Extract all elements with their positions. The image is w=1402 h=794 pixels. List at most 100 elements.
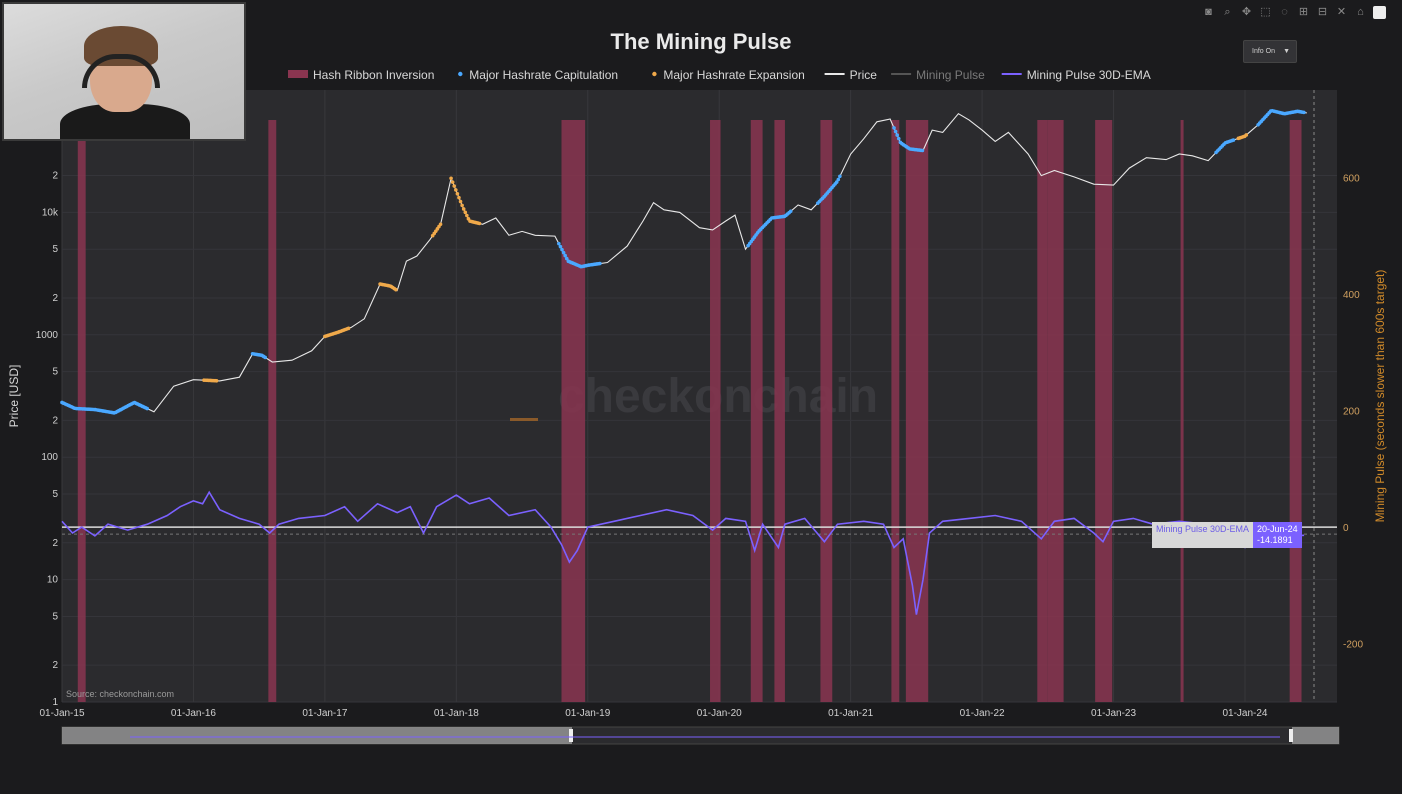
y-left-axis-title: Price [USD]: [7, 365, 21, 428]
legend-item[interactable]: Major Hashrate Expansion: [652, 68, 805, 82]
marker-point: [564, 256, 569, 261]
hash-ribbon-bar: [1289, 120, 1302, 702]
marker-point: [560, 247, 564, 252]
info-toggle-label: Info On: [1252, 48, 1275, 55]
series-major-hashrate-capitulation: [60, 108, 1306, 415]
legend-artifact: [510, 418, 538, 421]
chart-title: The Mining Pulse: [611, 29, 792, 54]
legend-label: Major Hashrate Capitulation: [469, 68, 618, 82]
hash-ribbon-bar: [1047, 120, 1064, 702]
marker-point: [920, 148, 925, 153]
webcam-overlay: [2, 2, 246, 141]
marker-point: [454, 188, 458, 192]
legend-label: Price: [850, 68, 878, 82]
y-left-tick-label: 1000: [36, 330, 59, 341]
legend-item[interactable]: Mining Pulse: [891, 68, 985, 82]
marker-point: [460, 203, 464, 208]
marker-point: [455, 191, 460, 196]
autoscale-icon[interactable]: ✕: [1336, 6, 1347, 18]
hover-label-value: 20-Jun-24 -14.1891: [1253, 522, 1302, 548]
x-tick-label: 01-Jan-16: [171, 708, 216, 719]
camera-icon[interactable]: ◙: [1205, 6, 1212, 18]
x-axis: 01-Jan-15 01-Jan-16 01-Jan-17 01-Jan-18 01-J…: [39, 708, 1267, 719]
range-slider-mask-left: [62, 727, 572, 744]
home-icon[interactable]: ⌂: [1357, 6, 1364, 18]
y-axis-right: 600 400 200 0 -200: [1343, 173, 1363, 650]
y-left-tick-label: 2: [52, 171, 58, 182]
y-left-tick-label: 10: [47, 575, 59, 586]
marker-point: [895, 133, 899, 137]
marker-point: [458, 199, 463, 204]
series-major-hashrate-expansion: [202, 133, 1249, 383]
range-slider-mask-right: [1292, 727, 1339, 744]
marker-point: [394, 287, 398, 292]
legend-swatch: [288, 70, 308, 78]
marker-point: [836, 177, 841, 182]
legend-item[interactable]: Hash Ribbon Inversion: [288, 68, 434, 82]
series-mining-pulse-ema: [61, 490, 1305, 615]
hash-ribbon-bar: [77, 120, 86, 702]
y-right-tick-label: -200: [1343, 640, 1363, 651]
x-tick-label: 01-Jan-22: [960, 708, 1005, 719]
x-tick-label: 01-Jan-15: [39, 708, 84, 719]
zoom-icon[interactable]: ⌕: [1224, 6, 1231, 18]
legend-item[interactable]: Price: [824, 68, 878, 82]
legend: Hash Ribbon Inversion Major Hashrate Capi…: [288, 68, 1151, 82]
legend-swatch: [458, 71, 463, 77]
reset-icon[interactable]: [1373, 6, 1386, 19]
y-right-axis-title: Mining Pulse (seconds slower than 600s t…: [1373, 270, 1387, 523]
series-price: [61, 109, 1307, 414]
y-left-tick-label: 5: [52, 367, 58, 378]
info-toggle-button[interactable]: Info On ▼: [1243, 40, 1297, 63]
lasso-icon[interactable]: ◌: [1281, 6, 1288, 18]
marker-point: [450, 180, 455, 184]
y-right-tick-label: 400: [1343, 290, 1360, 301]
marker-point: [346, 326, 351, 331]
y-right-tick-label: 0: [1343, 523, 1349, 534]
legend-swatch: [652, 71, 657, 77]
y-left-tick-label: 100: [41, 452, 58, 463]
range-slider[interactable]: [61, 726, 1340, 745]
marker-point: [438, 222, 443, 227]
legend-item[interactable]: Mining Pulse 30D-EMA: [1001, 68, 1151, 82]
x-tick-label: 01-Jan-18: [434, 708, 479, 719]
chart-toolbar: ◙ ⌕ ✥ ⬚ ◌ ⊞ ⊟ ✕ ⌂: [1202, 6, 1386, 19]
box-select-icon[interactable]: ⬚: [1260, 6, 1271, 18]
hash-ribbon-bars: [77, 120, 1302, 702]
marker-point: [598, 261, 602, 266]
pan-icon[interactable]: ✥: [1241, 6, 1252, 18]
marker-point: [449, 176, 453, 181]
y-left-tick-label: 10k: [42, 207, 59, 218]
x-tick-label: 01-Jan-23: [1091, 708, 1136, 719]
marker-point: [788, 209, 793, 214]
y-left-tick-label: 5: [52, 611, 58, 622]
y-left-tick-label: 2: [52, 293, 58, 304]
marker-point: [1231, 138, 1236, 142]
marker-point: [457, 195, 461, 200]
y-left-tick-label: 2: [52, 660, 58, 671]
y-left-tick-label: 1: [52, 697, 58, 708]
x-tick-label: 01-Jan-24: [1222, 708, 1267, 719]
legend-item[interactable]: Major Hashrate Capitulation: [458, 68, 618, 82]
y-axis-left: 1 2 5 10 2 5 100 2 5 1000 2 5 10k 2: [36, 171, 59, 708]
marker-point: [838, 174, 842, 179]
y-left-tick-label: 2: [52, 415, 58, 426]
legend-label: Mining Pulse 30D-EMA: [1027, 68, 1151, 82]
zoom-out-icon[interactable]: ⊟: [1317, 6, 1328, 18]
hash-ribbon-bar: [1037, 120, 1048, 702]
y-left-tick-label: 5: [52, 489, 58, 500]
hover-label-date: 20-Jun-24: [1257, 524, 1298, 534]
source-note: Source: checkonchain.com: [66, 689, 174, 699]
zoom-in-icon[interactable]: ⊞: [1298, 6, 1309, 18]
marker-point: [452, 184, 457, 188]
marker-point: [896, 136, 901, 141]
legend-label: Mining Pulse: [916, 68, 985, 82]
marker-point: [557, 241, 561, 246]
hash-ribbon-bar: [1180, 120, 1184, 702]
marker-point: [461, 207, 466, 211]
hash-ribbon-bar: [561, 120, 586, 702]
x-tick-label: 01-Jan-17: [302, 708, 347, 719]
marker-point: [263, 355, 268, 360]
grid: [61, 90, 1337, 703]
